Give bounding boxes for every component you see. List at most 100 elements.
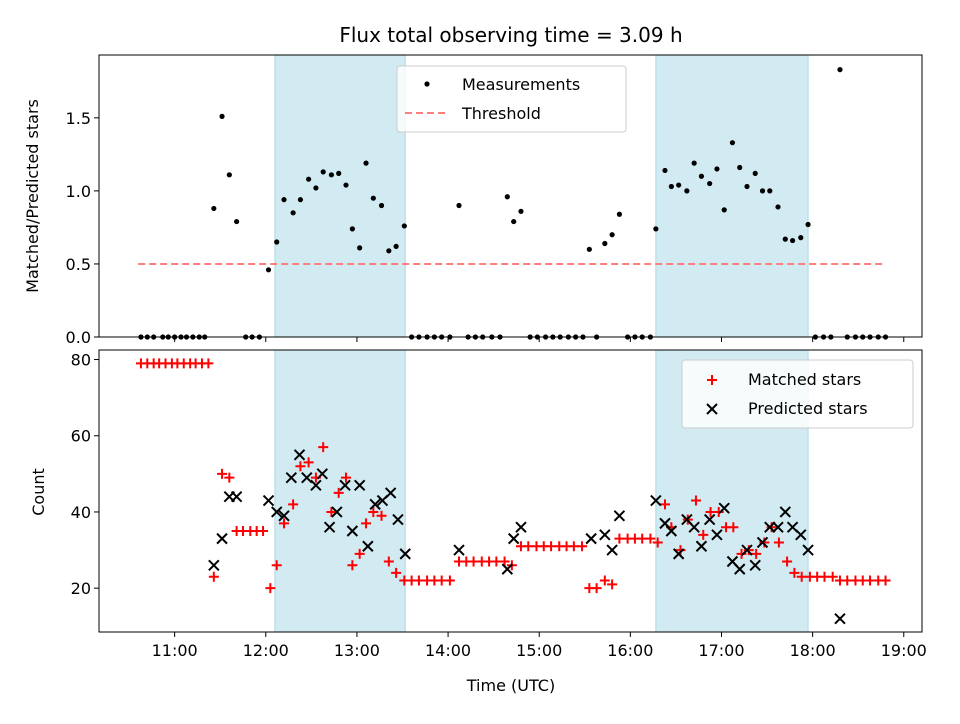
predicted-star-point — [802, 544, 814, 556]
panel-ratio: 0.0 0.5 1.0 1.5 Measurements Threshold — [66, 54, 923, 347]
x-tick-label: 18:00 — [790, 641, 836, 660]
predicted-star-point — [695, 540, 708, 552]
predicted-star-point — [688, 521, 700, 533]
measurement-point — [504, 194, 510, 200]
predicted-star-point — [665, 525, 678, 537]
measurement-point — [281, 197, 287, 203]
shaded-interval-1 — [274, 54, 406, 338]
predicted-star-point — [262, 494, 275, 507]
predicted-star-point — [772, 521, 784, 533]
matched-star-point — [652, 537, 663, 548]
legend-marker-predicted — [706, 403, 718, 415]
matched-star-point — [361, 518, 372, 529]
measurement-point — [789, 237, 796, 244]
matched-star-point — [577, 541, 588, 552]
measurement-point — [386, 248, 392, 254]
y-axis-label-bottom: Count — [29, 468, 48, 516]
matched-star-point — [203, 358, 214, 369]
measurement-point — [219, 113, 225, 119]
matched-star-point — [271, 560, 282, 571]
predicted-star-point — [795, 529, 807, 541]
x-tick-label: 11:00 — [152, 641, 198, 660]
matched-star-point — [224, 472, 235, 483]
predicted-star-point — [392, 513, 404, 526]
predicted-star-point — [453, 544, 465, 556]
measurement-point — [798, 235, 804, 241]
measurement-point — [456, 202, 462, 209]
matched-star-point — [368, 506, 379, 517]
axes-frame — [98, 349, 923, 633]
measurement-point — [752, 170, 758, 176]
legend-label-matched: Matched stars — [748, 370, 861, 389]
measurement-point — [320, 169, 326, 175]
predicted-star-point — [353, 479, 366, 491]
measurement-point — [837, 67, 843, 73]
predicted-star-point — [384, 487, 397, 499]
matched-star-point — [354, 548, 365, 559]
axes-frame — [98, 54, 923, 338]
predicted-star-point — [362, 540, 374, 552]
predicted-star-point — [323, 521, 336, 533]
measurement-point — [676, 182, 682, 188]
matched-star-point — [827, 571, 838, 582]
predicted-star-point — [346, 525, 359, 537]
series-predicted-stars — [208, 449, 846, 625]
matched-star-point — [347, 560, 358, 571]
y-tick-label: 80 — [71, 351, 91, 370]
predicted-star-point — [672, 548, 685, 560]
matched-star-point — [751, 548, 762, 559]
measurement-point — [336, 170, 342, 176]
y-tick-label: 1.5 — [66, 109, 91, 128]
measurement-point — [767, 188, 773, 194]
matched-star-point — [295, 461, 306, 472]
x-axis-label: Time (UTC) — [466, 676, 555, 695]
matched-star-point — [645, 533, 656, 544]
measurement-point — [662, 167, 668, 174]
matched-star-point — [743, 545, 754, 556]
shaded-interval-1 — [274, 349, 406, 633]
predicted-star-point — [285, 471, 298, 484]
measurement-point — [349, 226, 355, 232]
predicted-star-point — [734, 563, 746, 575]
y-tick-label: 20 — [71, 579, 91, 598]
predicted-star-point — [606, 544, 618, 556]
panel-counts: 20 40 60 80 11:00 12:00 13:00 14:00 15:00 16:00 17… — [71, 349, 927, 660]
predicted-star-point — [834, 612, 846, 625]
matched-star-point — [258, 526, 269, 537]
measurement-point — [707, 180, 713, 187]
matched-star-point — [376, 510, 387, 521]
predicted-star-point — [310, 479, 322, 491]
matched-star-point — [759, 537, 770, 548]
measurement-point — [393, 243, 399, 250]
legend-counts: Matched stars Predicted stars — [681, 359, 914, 429]
x-tick-label: 14:00 — [425, 641, 471, 660]
measurement-point — [313, 185, 319, 191]
measurement-point — [729, 140, 736, 146]
predicted-star-point — [599, 529, 611, 541]
predicted-star-point — [316, 468, 329, 480]
measurement-point — [805, 221, 811, 228]
measurement-point — [586, 246, 592, 252]
shaded-interval-2 — [655, 54, 809, 338]
matched-star-point — [728, 522, 739, 533]
x-tick-label: 13:00 — [334, 641, 380, 660]
matched-star-point — [383, 556, 394, 567]
matched-star-point — [713, 506, 724, 517]
measurement-point — [668, 183, 674, 190]
predicted-star-point — [399, 548, 411, 560]
measurement-point — [518, 208, 524, 214]
predicted-star-point — [711, 529, 723, 541]
matched-star-point — [766, 522, 777, 533]
y-tick-label: 0.0 — [66, 328, 91, 347]
legend-label-threshold: Threshold — [461, 104, 541, 123]
matched-star-point — [279, 518, 290, 529]
matched-star-point — [217, 468, 228, 479]
predicted-star-point — [703, 513, 716, 526]
measurement-point — [370, 195, 376, 201]
y-tick-label: 0.5 — [66, 255, 91, 274]
measurement-point — [306, 176, 312, 182]
x-tick-label: 17:00 — [698, 641, 744, 660]
predicted-star-point — [650, 494, 662, 507]
predicted-star-point — [339, 479, 351, 491]
